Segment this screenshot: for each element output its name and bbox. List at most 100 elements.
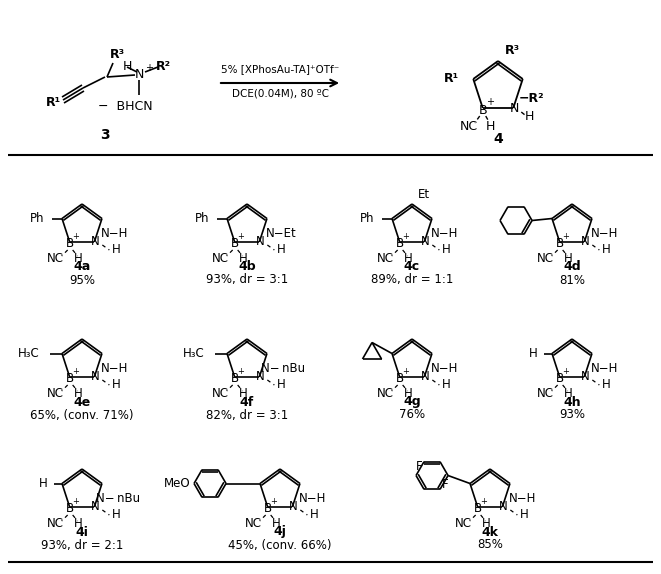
Text: N− nBu: N− nBu bbox=[97, 492, 140, 506]
Text: 4e: 4e bbox=[73, 395, 91, 409]
Text: 4h: 4h bbox=[563, 395, 581, 409]
Text: NC: NC bbox=[212, 387, 229, 401]
Text: R³: R³ bbox=[110, 48, 124, 61]
Text: 4c: 4c bbox=[404, 261, 420, 273]
Text: MeO: MeO bbox=[163, 477, 190, 490]
Text: Ph: Ph bbox=[30, 212, 44, 225]
Text: +: + bbox=[72, 498, 79, 506]
Text: H: H bbox=[602, 243, 611, 257]
Text: H: H bbox=[483, 518, 491, 530]
Text: H: H bbox=[112, 378, 121, 391]
Text: N: N bbox=[91, 501, 100, 514]
Text: +: + bbox=[563, 367, 569, 377]
Text: H: H bbox=[529, 347, 538, 360]
Text: NC: NC bbox=[537, 253, 554, 266]
Text: F: F bbox=[442, 478, 448, 491]
Text: 89%, dr = 1:1: 89%, dr = 1:1 bbox=[371, 273, 453, 286]
Text: H: H bbox=[74, 518, 83, 530]
Text: N−H: N−H bbox=[509, 492, 536, 506]
Text: 3: 3 bbox=[100, 128, 110, 142]
Text: R³: R³ bbox=[504, 45, 520, 57]
Text: H: H bbox=[442, 378, 451, 391]
Text: N−Et: N−Et bbox=[266, 227, 297, 241]
Text: 95%: 95% bbox=[69, 273, 95, 286]
Text: NC: NC bbox=[212, 253, 229, 266]
Text: B: B bbox=[395, 238, 404, 250]
Text: B: B bbox=[479, 103, 487, 117]
Text: B: B bbox=[264, 502, 272, 515]
Text: NC: NC bbox=[47, 518, 64, 530]
Text: H: H bbox=[405, 387, 413, 401]
Text: H: H bbox=[405, 253, 413, 266]
Text: N−H: N−H bbox=[100, 227, 128, 241]
Text: H: H bbox=[564, 387, 573, 401]
Text: 81%: 81% bbox=[559, 273, 585, 286]
Text: H: H bbox=[520, 509, 529, 522]
Text: H: H bbox=[602, 378, 611, 391]
Text: H: H bbox=[239, 387, 248, 401]
Text: B: B bbox=[231, 238, 239, 250]
Text: R¹: R¹ bbox=[46, 96, 61, 110]
Text: N: N bbox=[499, 501, 508, 514]
Text: H: H bbox=[525, 110, 534, 122]
Text: B: B bbox=[65, 238, 74, 250]
Text: N: N bbox=[581, 370, 590, 383]
Text: B: B bbox=[473, 502, 482, 515]
Text: H: H bbox=[112, 509, 121, 522]
Text: NC: NC bbox=[537, 387, 554, 401]
Text: H₃C: H₃C bbox=[19, 347, 40, 360]
Text: +: + bbox=[237, 367, 244, 377]
Text: 4i: 4i bbox=[75, 526, 89, 538]
Text: H: H bbox=[239, 253, 248, 266]
Text: N: N bbox=[134, 68, 143, 82]
Text: N−H: N−H bbox=[591, 227, 618, 241]
Text: Ph: Ph bbox=[194, 212, 209, 225]
Text: N−H: N−H bbox=[100, 363, 128, 375]
Text: H: H bbox=[310, 509, 319, 522]
Text: +: + bbox=[481, 498, 487, 506]
Text: 65%, (conv. 71%): 65%, (conv. 71%) bbox=[30, 409, 134, 421]
Text: N: N bbox=[91, 370, 100, 383]
Text: +: + bbox=[145, 63, 153, 73]
Text: H: H bbox=[112, 243, 121, 257]
Text: H: H bbox=[277, 378, 286, 391]
Text: NC: NC bbox=[377, 253, 394, 266]
Text: 85%: 85% bbox=[477, 538, 503, 552]
Text: B: B bbox=[65, 502, 74, 515]
Text: N: N bbox=[256, 370, 264, 383]
Text: +: + bbox=[563, 232, 569, 242]
Text: +: + bbox=[403, 367, 409, 377]
Text: Ph: Ph bbox=[360, 212, 374, 225]
Text: H: H bbox=[74, 253, 83, 266]
Text: +: + bbox=[270, 498, 277, 506]
Text: NC: NC bbox=[377, 387, 394, 401]
Text: 4f: 4f bbox=[240, 395, 254, 409]
Text: −R²: −R² bbox=[518, 91, 544, 104]
Text: H: H bbox=[277, 243, 286, 257]
Text: NC: NC bbox=[47, 387, 64, 401]
Text: R²: R² bbox=[155, 60, 171, 73]
Text: +: + bbox=[237, 232, 244, 242]
Text: H: H bbox=[442, 243, 451, 257]
Text: +: + bbox=[72, 367, 79, 377]
Text: 4g: 4g bbox=[403, 395, 421, 409]
Text: 4k: 4k bbox=[481, 526, 498, 538]
Text: B: B bbox=[556, 373, 564, 386]
Text: N: N bbox=[91, 235, 100, 249]
Text: N−H: N−H bbox=[591, 363, 618, 375]
Text: 4a: 4a bbox=[73, 261, 91, 273]
Text: NC: NC bbox=[459, 119, 478, 133]
Text: 5% [XPhosAu-TA]⁺OTf⁻: 5% [XPhosAu-TA]⁺OTf⁻ bbox=[221, 64, 339, 74]
Text: NC: NC bbox=[245, 518, 262, 530]
Text: 93%: 93% bbox=[559, 409, 585, 421]
Text: +: + bbox=[486, 97, 494, 107]
Text: N− nBu: N− nBu bbox=[261, 363, 305, 375]
Text: 4b: 4b bbox=[238, 261, 256, 273]
Text: N: N bbox=[510, 102, 519, 115]
Text: 93%, dr = 2:1: 93%, dr = 2:1 bbox=[41, 538, 123, 552]
Text: B: B bbox=[231, 373, 239, 386]
Text: H₃C: H₃C bbox=[183, 347, 205, 360]
Text: DCE(0.04M), 80 ºC: DCE(0.04M), 80 ºC bbox=[231, 88, 329, 98]
Text: 4d: 4d bbox=[563, 261, 581, 273]
Text: H: H bbox=[564, 253, 573, 266]
